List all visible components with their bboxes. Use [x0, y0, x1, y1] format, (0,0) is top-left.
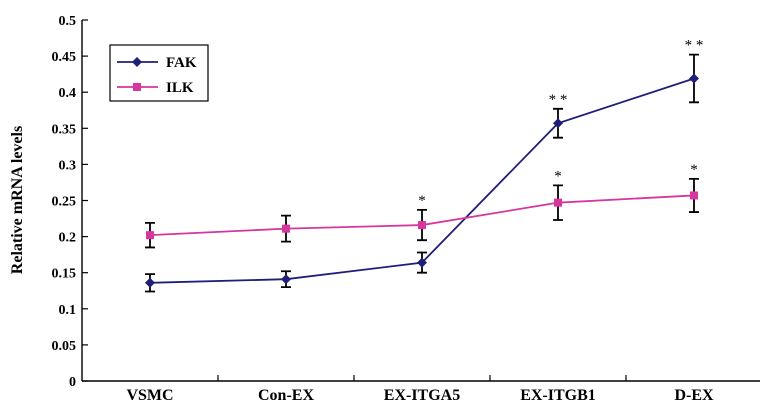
y-tick-label: 0.45: [52, 50, 77, 65]
x-tick-label: VSMC: [126, 387, 173, 403]
significance-label: *: [418, 193, 426, 209]
y-tick-label: 0.2: [59, 231, 77, 246]
y-tick-label: 0.05: [52, 339, 77, 354]
x-tick-label: EX-ITGB1: [520, 387, 596, 403]
data-point: [418, 221, 426, 230]
legend-item-ilk: ILK: [117, 80, 194, 96]
data-point: [554, 198, 562, 207]
series-layer: * * * * * * *: [145, 38, 704, 293]
legend-marker: [132, 57, 142, 67]
series-fak: * * * *: [145, 38, 704, 293]
series-ilk: * * *: [145, 162, 699, 249]
y-tick-label: 0.4: [59, 86, 77, 101]
legend-box: [109, 44, 209, 102]
x-tick-label: EX-ITGA5: [384, 387, 460, 403]
y-tick-label: 0.15: [52, 267, 77, 282]
x-tick-label: Con-EX: [258, 387, 314, 403]
axes: 0 0.05 0.1 0.15 0.2 0.25 0.3 0.35 0.4 0.45 0.5 VSMC…: [52, 14, 760, 403]
y-tick-label: 0.25: [52, 195, 77, 210]
legend-label: ILK: [166, 80, 194, 96]
data-point: [689, 73, 699, 84]
significance-label: *: [690, 162, 698, 178]
x-tick-label: D-EX: [674, 387, 714, 403]
y-axis-title: Relative mRNA levels: [9, 126, 26, 274]
y-tick-label: 0.1: [59, 303, 77, 318]
significance-label: *: [554, 168, 562, 184]
significance-label: * *: [685, 38, 704, 54]
y-tick-label: 0: [69, 375, 76, 390]
legend-label: FAK: [166, 55, 197, 71]
legend: FAK ILK: [109, 44, 209, 102]
y-tick-label: 0.35: [52, 122, 77, 137]
significance-label: * *: [549, 92, 568, 108]
legend-marker: [133, 83, 141, 91]
data-point: [145, 277, 155, 288]
data-point: [690, 191, 698, 200]
data-point: [146, 231, 154, 240]
legend-item-fak: FAK: [117, 55, 197, 71]
data-point: [553, 118, 563, 129]
y-tick-label: 0.3: [59, 158, 77, 173]
y-tick-label: 0.5: [59, 14, 77, 29]
data-point: [417, 257, 427, 268]
data-point: [281, 274, 291, 285]
data-point: [282, 224, 290, 233]
